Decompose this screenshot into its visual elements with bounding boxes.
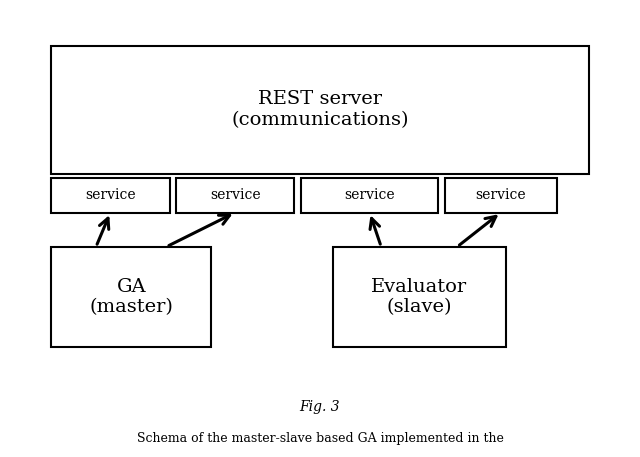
FancyBboxPatch shape <box>51 247 211 347</box>
Text: service: service <box>476 188 526 202</box>
Text: service: service <box>344 188 395 202</box>
Text: Schema of the master-slave based GA implemented in the: Schema of the master-slave based GA impl… <box>136 432 504 445</box>
Text: service: service <box>210 188 260 202</box>
FancyBboxPatch shape <box>445 178 557 213</box>
FancyBboxPatch shape <box>176 178 294 213</box>
FancyBboxPatch shape <box>51 46 589 174</box>
FancyBboxPatch shape <box>301 178 438 213</box>
Text: Fig. 3: Fig. 3 <box>300 400 340 414</box>
Text: GA
(master): GA (master) <box>89 278 173 316</box>
FancyBboxPatch shape <box>51 178 170 213</box>
FancyBboxPatch shape <box>333 247 506 347</box>
Text: Evaluator
(slave): Evaluator (slave) <box>371 278 467 316</box>
Text: service: service <box>85 188 136 202</box>
Text: REST server
(communications): REST server (communications) <box>231 90 409 129</box>
